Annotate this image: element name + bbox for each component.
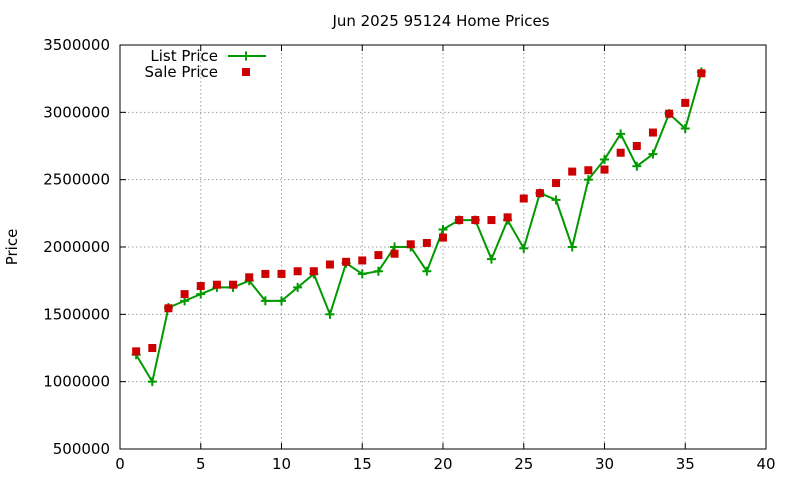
x-tick-label: 15: [353, 455, 372, 473]
sale-price-point: [600, 165, 609, 174]
list-price-point: [680, 123, 690, 133]
legend-square-marker: [242, 68, 250, 76]
sale-price-point: [535, 189, 544, 198]
sale-price-point: [487, 216, 496, 225]
x-tick-label: 35: [676, 455, 695, 473]
sale-price-point: [503, 213, 512, 222]
grid: [120, 45, 766, 449]
sale-price-point: [568, 167, 577, 176]
sale-price-point: [648, 128, 657, 137]
axis-ticks: 0 5 10 15 20 25 30 35 40 500000 1000000 1500000 2000…: [43, 36, 775, 473]
sale-price-point: [439, 233, 447, 242]
sale-price-point: [455, 216, 464, 225]
list-price-point: [357, 269, 367, 279]
list-price-point: [325, 309, 335, 319]
list-price-point: [567, 242, 577, 252]
legend-label: List Price: [150, 47, 218, 65]
series: [131, 67, 706, 387]
sale-price-point: [342, 257, 351, 266]
list-price-point: [519, 243, 529, 253]
series-1: [132, 69, 706, 356]
legend-label: Sale Price: [145, 63, 218, 81]
sale-price-point: [406, 240, 415, 249]
sale-price-point: [212, 280, 221, 289]
x-tick-label: 20: [433, 455, 452, 473]
sale-price-point: [697, 69, 706, 78]
list-price-point: [196, 289, 206, 299]
sale-price-point: [180, 290, 189, 299]
list-price-point: [616, 129, 626, 139]
y-tick-label: 500000: [53, 440, 110, 458]
y-tick-label: 3000000: [43, 103, 110, 121]
y-axis-title: Price: [3, 229, 21, 266]
list-price-point: [293, 282, 303, 292]
sale-price-point: [471, 216, 480, 225]
sale-price-point: [552, 179, 561, 188]
x-tick-label: 40: [756, 455, 775, 473]
sale-price-point: [245, 273, 254, 282]
list-price-point: [438, 224, 448, 234]
y-tick-label: 2500000: [43, 171, 110, 189]
sale-price-point: [584, 166, 593, 175]
legend-plus-marker: [241, 51, 251, 61]
list-price-point: [277, 296, 286, 306]
x-tick-label: 10: [272, 455, 291, 473]
sale-price-point: [422, 238, 431, 247]
list-price-point: [648, 149, 658, 159]
sale-price-point: [309, 267, 318, 276]
x-tick-label: 5: [196, 455, 206, 473]
sale-price-point: [681, 98, 690, 107]
sale-price-point: [374, 251, 383, 260]
sale-price-point: [164, 304, 173, 313]
y-tick-label: 1500000: [43, 305, 110, 323]
y-tick-label: 2000000: [43, 238, 110, 256]
list-price-point: [632, 161, 642, 171]
y-tick-label: 1000000: [43, 373, 110, 391]
list-price-point: [422, 266, 432, 276]
list-price-point: [260, 296, 270, 306]
list-price-point: [486, 254, 496, 264]
sale-price-point: [196, 282, 205, 291]
list-price-point: [373, 266, 383, 276]
sale-price-point: [148, 344, 157, 352]
sale-price-point: [229, 280, 238, 289]
series-0: [131, 67, 706, 387]
chart-title: Jun 2025 95124 Home Prices: [331, 12, 549, 30]
sale-price-point: [277, 269, 286, 278]
sale-price-point: [358, 256, 367, 265]
sale-price-point: [390, 249, 399, 258]
list-price-point: [583, 175, 593, 185]
x-tick-label: 0: [115, 455, 125, 473]
sale-price-point: [293, 267, 302, 276]
sale-price-point: [632, 142, 641, 150]
list-price-point: [147, 377, 157, 387]
sale-price-point: [132, 347, 141, 356]
y-tick-label: 3500000: [43, 36, 110, 54]
sale-price-point: [261, 269, 270, 278]
sale-price-point: [616, 148, 625, 157]
x-tick-label: 30: [595, 455, 614, 473]
list-price-line: [135, 71, 703, 385]
sale-price-point: [325, 260, 334, 269]
sale-price-point: [665, 109, 674, 118]
list-price-point: [600, 154, 609, 164]
sale-price-point: [519, 194, 528, 203]
list-price-point: [551, 195, 561, 205]
x-tick-label: 25: [514, 455, 533, 473]
